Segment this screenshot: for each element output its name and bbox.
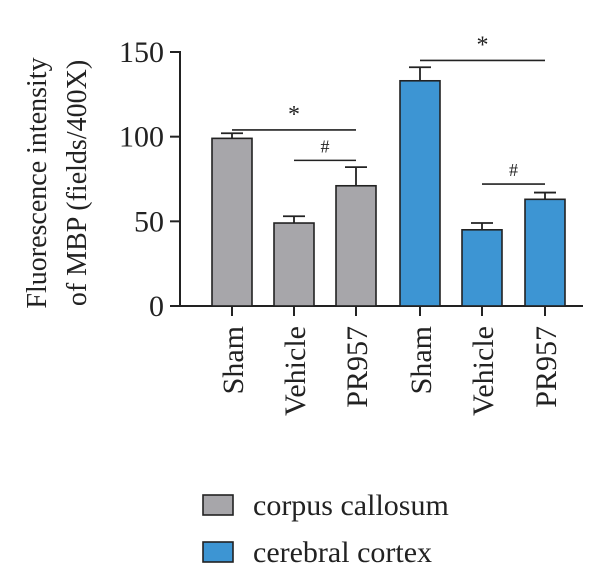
legend-swatch — [202, 494, 234, 516]
x-tick-label: Vehicle — [467, 326, 500, 416]
y-axis-title-line-2: of MBP (fields/400X) — [62, 60, 93, 306]
x-tick-label: PR957 — [530, 326, 563, 408]
y-axis-title: Fluorescence intensity of MBP (fields/40… — [22, 57, 93, 308]
legend-label: cerebral cortex — [253, 536, 432, 569]
legend: corpus callosum cerebral cortex — [202, 489, 449, 569]
significance-marker: * — [288, 102, 300, 128]
x-tick-label: PR957 — [341, 326, 374, 408]
bar — [211, 137, 253, 307]
bar — [273, 222, 315, 307]
significance-marker: # — [509, 160, 518, 180]
bar — [399, 79, 441, 307]
significance-marker: # — [321, 136, 330, 156]
x-tick-label: Sham — [217, 326, 250, 394]
x-tick-label: Sham — [405, 326, 438, 394]
legend-label: corpus callosum — [253, 489, 449, 522]
x-tick-label: Vehicle — [279, 326, 312, 416]
bar — [461, 229, 503, 307]
significance-marker: * — [477, 32, 489, 58]
y-tick-label: 0 — [149, 290, 164, 323]
bar — [524, 198, 566, 307]
legend-swatch — [202, 541, 234, 563]
y-axis-title-line-1: Fluorescence intensity — [22, 57, 53, 308]
bar — [335, 184, 377, 307]
y-tick-label: 150 — [119, 36, 164, 69]
plot-area: 0 50 100 150 Sham Vehicle PR957 Sham Vehicle PR95… — [119, 32, 583, 416]
y-tick-label: 50 — [134, 205, 164, 238]
y-tick-label: 100 — [119, 121, 164, 154]
